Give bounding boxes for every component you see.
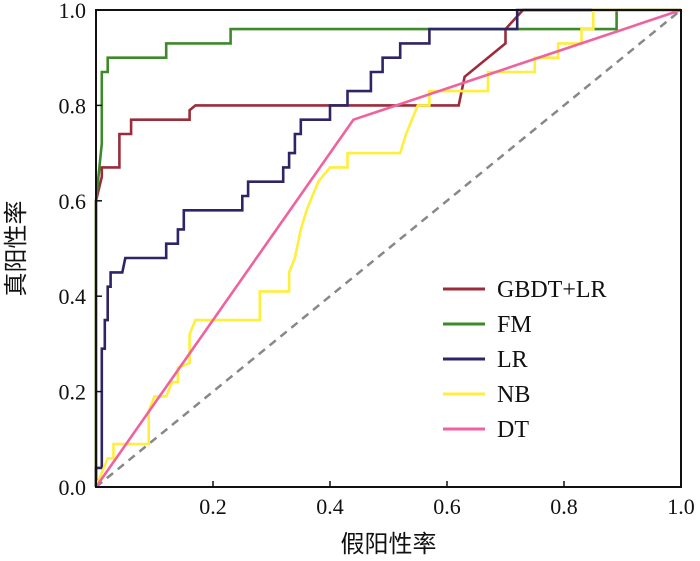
chance-diagonal-line xyxy=(95,9,682,488)
plot-lines xyxy=(94,8,682,488)
legend-label: NB xyxy=(497,382,530,408)
legend-label: GBDT+LR xyxy=(497,277,607,303)
x-tick-label: 1.0 xyxy=(667,494,695,519)
y-tick-label: 1.0 xyxy=(59,0,87,23)
legend-label: DT xyxy=(497,417,529,443)
y-tick-label: 0.4 xyxy=(59,284,87,309)
legend-label: LR xyxy=(497,347,528,373)
x-tick-label: 0.2 xyxy=(199,494,227,519)
plot-frame xyxy=(95,9,682,488)
y-axis-title: 真阳性率 xyxy=(2,201,30,297)
y-tick-label: 0.0 xyxy=(59,475,87,500)
x-tick-label: 0.6 xyxy=(433,494,461,519)
y-tick-label: 0.6 xyxy=(59,189,87,214)
series-line-fm xyxy=(94,8,681,487)
x-tick-label: 0.8 xyxy=(550,494,578,519)
series-line-dt xyxy=(94,8,682,488)
series-line-lr xyxy=(94,8,681,487)
y-tick-label: 0.2 xyxy=(59,380,87,405)
y-axis-ticks: 0.0 0.2 0.4 0.6 0.8 1.0 xyxy=(59,0,102,500)
y-tick-label: 0.8 xyxy=(59,93,87,118)
x-tick-label: 0.4 xyxy=(316,494,344,519)
series-line-gbdt-lr xyxy=(94,8,681,487)
x-axis-title: 假阳性率 xyxy=(341,530,437,558)
legend: GBDT+LR FM LR NB DT xyxy=(443,277,607,443)
legend-label: FM xyxy=(497,312,532,338)
x-axis-ticks: 0.2 0.4 0.6 0.8 1.0 xyxy=(199,481,695,519)
